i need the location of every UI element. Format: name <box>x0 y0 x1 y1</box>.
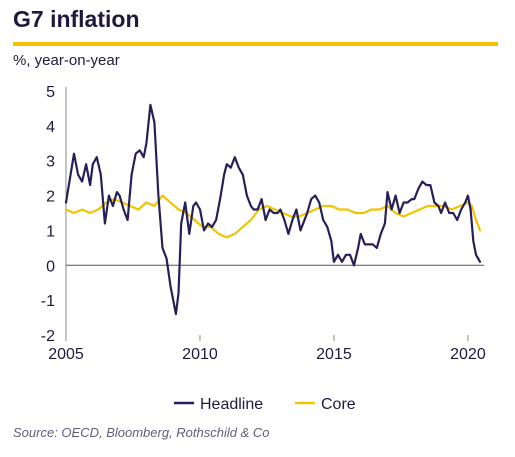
title-underline <box>13 42 498 46</box>
x-tick-label: 2010 <box>182 346 218 363</box>
chart-series <box>64 103 482 316</box>
chart-axes: -2 -1 0 1 2 3 4 5 2005 2010 2015 2020 <box>41 84 486 363</box>
source-note: Source: OECD, Bloomberg, Rothschild & Co <box>13 425 270 440</box>
legend-label-core: Core <box>321 396 356 413</box>
y-tick-label: -2 <box>41 328 55 345</box>
y-tick-label: 0 <box>46 258 55 275</box>
y-tick-label: -1 <box>41 293 55 310</box>
legend-label-headline: Headline <box>200 396 263 413</box>
chart-title: G7 inflation <box>13 6 140 32</box>
y-tick-label: 1 <box>46 223 55 240</box>
y-tick-label: 4 <box>46 119 55 136</box>
chart-legend: Headline Core <box>174 396 356 413</box>
y-tick-label: 2 <box>46 189 55 206</box>
y-tick-label: 3 <box>46 154 55 171</box>
x-tick-label: 2020 <box>450 346 486 363</box>
y-tick-label: 5 <box>46 84 55 101</box>
x-tick-label: 2005 <box>48 346 84 363</box>
x-tick-label: 2015 <box>316 346 352 363</box>
series-line-headline <box>64 103 482 316</box>
chart-subtitle: %, year-on-year <box>13 52 120 69</box>
